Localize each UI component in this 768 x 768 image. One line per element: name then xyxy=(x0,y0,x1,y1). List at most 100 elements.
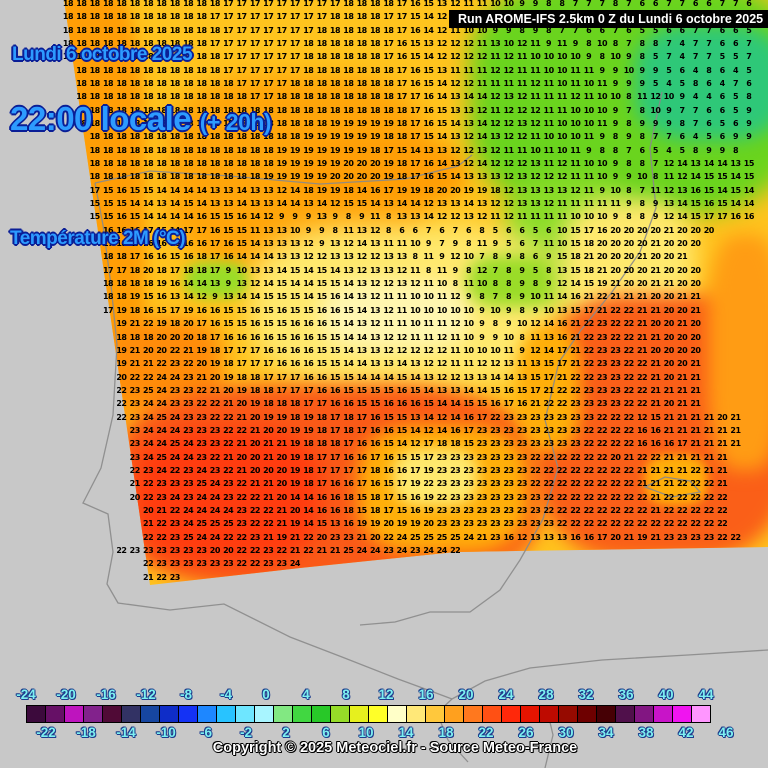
temperature-value: 14 xyxy=(450,399,461,409)
temperature-value: 20 xyxy=(610,265,621,275)
temperature-value: 11 xyxy=(543,239,555,249)
temperature-value: 11 xyxy=(543,92,555,102)
temperature-value: 17 xyxy=(236,12,247,22)
temperature-value: 16 xyxy=(289,332,301,342)
temperature-value: 11 xyxy=(583,92,595,102)
temperature-value: 21 xyxy=(570,359,581,369)
temperature-value: 13 xyxy=(329,239,341,249)
temperature-value: 18 xyxy=(316,119,328,129)
temperature-value: 15 xyxy=(329,345,341,355)
temperature-value: 22 xyxy=(276,545,288,555)
temperature-value: 20 xyxy=(677,345,688,355)
temperature-value: 22 xyxy=(583,465,595,475)
temperature-value: 9 xyxy=(519,345,525,355)
temperature-value: 20 xyxy=(663,252,675,262)
temperature-value: 7 xyxy=(692,25,699,35)
temperature-value: 22 xyxy=(610,425,621,435)
temperature-value: 22 xyxy=(530,452,541,462)
temperature-value: 23 xyxy=(516,465,528,475)
temperature-value: 21 xyxy=(703,465,715,475)
temperature-value: 15 xyxy=(690,199,701,209)
temperature-value: 17 xyxy=(410,172,421,182)
temperature-value: 18 xyxy=(209,132,221,142)
temperature-value: 18 xyxy=(383,132,394,142)
temperature-value: 17 xyxy=(410,132,421,142)
temperature-value: 15 xyxy=(329,319,341,329)
date-label: Lundi 6 octobre 2025 xyxy=(12,44,193,65)
temperature-value: 18 xyxy=(356,0,368,8)
colorbar-box xyxy=(444,705,464,723)
temperature-value: 17 xyxy=(396,79,408,89)
temperature-value: 21 xyxy=(730,425,741,435)
temperature-value: 18 xyxy=(289,92,301,102)
temperature-value: 16 xyxy=(316,305,328,315)
temperature-value: 15 xyxy=(703,185,715,195)
colorbar-tick-label: 18 xyxy=(438,725,454,740)
temperature-value: 16 xyxy=(423,119,434,129)
temperature-value: 18 xyxy=(316,52,328,62)
temperature-value: 17 xyxy=(289,385,301,395)
temperature-value: 20 xyxy=(276,479,288,489)
temperature-value: 7 xyxy=(706,52,712,62)
temperature-value: 13 xyxy=(476,172,488,182)
temperature-value: 22 xyxy=(236,425,247,435)
temperature-value: 13 xyxy=(249,199,261,209)
temperature-value: 12 xyxy=(503,199,514,209)
temperature-value: 23 xyxy=(196,545,207,555)
temperature-value: 13 xyxy=(450,132,461,142)
temperature-value: 22 xyxy=(436,492,448,502)
temperature-value: 16 xyxy=(650,439,661,449)
temperature-value: 18 xyxy=(143,279,154,289)
temperature-value: 23 xyxy=(450,465,461,475)
temperature-value: 11 xyxy=(450,25,461,35)
temperature-value: 20 xyxy=(650,292,661,302)
colorbar-tick-label: -24 xyxy=(16,687,36,702)
temperature-value: 18 xyxy=(223,132,234,142)
temperature-value: 14 xyxy=(356,372,368,382)
temperature-value: 19 xyxy=(316,145,328,155)
temperature-value: 24 xyxy=(156,439,167,449)
temperature-value: 17 xyxy=(289,52,301,62)
temperature-value: 18 xyxy=(89,25,101,35)
temperature-value: 10 xyxy=(556,145,568,155)
temperature-value: 14 xyxy=(369,199,381,209)
temperature-value: 11 xyxy=(570,79,581,89)
temperature-value: 23 xyxy=(530,425,541,435)
temperature-value: 13 xyxy=(490,132,501,142)
temperature-value: 22 xyxy=(596,292,608,302)
temperature-value: 6 xyxy=(519,239,525,249)
temperature-value: 7 xyxy=(626,145,632,155)
temperature-value: 15 xyxy=(156,305,167,315)
temperature-value: 22 xyxy=(690,492,701,502)
temperature-value: 23 xyxy=(223,492,234,502)
temperature-value: 24 xyxy=(196,532,207,542)
temperature-value: 18 xyxy=(89,0,101,8)
temperature-value: 18 xyxy=(102,252,114,262)
temperature-value: 6 xyxy=(719,132,726,142)
temperature-value: 12 xyxy=(636,412,648,422)
temperature-value: 14 xyxy=(329,265,341,275)
temperature-value: 17 xyxy=(369,452,381,462)
temperature-value: 9 xyxy=(626,199,632,209)
temperature-value: 18 xyxy=(169,52,181,62)
temperature-value: 24 xyxy=(143,439,154,449)
temperature-value: 14 xyxy=(463,92,474,102)
temperature-value: 22 xyxy=(623,505,635,515)
temperature-value: 18 xyxy=(223,172,234,182)
temperature-value: 17 xyxy=(316,452,328,462)
temperature-value: 18 xyxy=(169,39,181,49)
temperature-value: 12 xyxy=(476,265,488,275)
temperature-value: 11 xyxy=(570,172,581,182)
temperature-value: 18 xyxy=(209,52,221,62)
temperature-value: 22 xyxy=(570,465,581,475)
temperature-value: 13 xyxy=(436,385,448,395)
temperature-value: 12 xyxy=(663,212,675,222)
temperature-value: 17 xyxy=(169,265,181,275)
temperature-value: 23 xyxy=(503,439,514,449)
temperature-value: 11 xyxy=(596,119,608,129)
temperature-value: 23 xyxy=(490,519,501,529)
temperature-value: 18 xyxy=(116,105,127,115)
temperature-value: 20 xyxy=(249,412,261,422)
temperature-value: 23 xyxy=(129,385,141,395)
temperature-value: 14 xyxy=(677,159,688,169)
